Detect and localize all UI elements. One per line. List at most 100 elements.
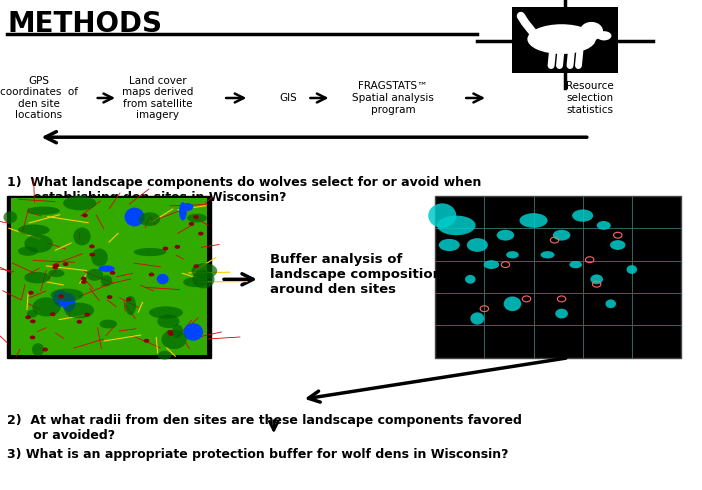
Ellipse shape (161, 330, 187, 349)
Circle shape (25, 315, 31, 319)
Ellipse shape (610, 240, 625, 250)
Ellipse shape (541, 251, 555, 259)
Ellipse shape (527, 24, 596, 54)
Ellipse shape (65, 303, 94, 318)
Ellipse shape (597, 221, 611, 230)
Ellipse shape (597, 31, 611, 40)
Circle shape (110, 271, 115, 275)
Ellipse shape (467, 238, 488, 252)
Ellipse shape (627, 265, 637, 274)
Bar (435, 196, 681, 358)
Ellipse shape (439, 239, 460, 251)
Ellipse shape (183, 203, 193, 211)
Circle shape (89, 253, 95, 257)
Ellipse shape (183, 277, 208, 287)
Text: 2)  At what radii from den sites are these landscape components favored
      or: 2) At what radii from den sites are thes… (7, 414, 522, 442)
Circle shape (30, 319, 36, 323)
Text: 3) What is an appropriate protection buffer for wolf dens in Wisconsin?: 3) What is an appropriate protection buf… (7, 448, 508, 462)
Circle shape (50, 312, 55, 316)
Ellipse shape (48, 270, 65, 277)
Ellipse shape (124, 208, 145, 226)
Ellipse shape (519, 213, 548, 228)
Ellipse shape (18, 224, 50, 236)
Ellipse shape (98, 266, 114, 272)
Ellipse shape (100, 319, 117, 328)
Ellipse shape (63, 196, 96, 210)
Ellipse shape (569, 261, 582, 269)
Circle shape (198, 232, 204, 236)
Ellipse shape (157, 315, 180, 328)
Ellipse shape (192, 270, 215, 289)
Ellipse shape (187, 214, 207, 222)
Ellipse shape (192, 263, 217, 279)
Bar (11, 198, 207, 355)
Ellipse shape (572, 210, 593, 221)
Ellipse shape (27, 206, 60, 215)
Ellipse shape (465, 275, 476, 284)
Circle shape (62, 262, 68, 266)
Circle shape (58, 294, 64, 298)
Text: Buffer analysis of
landscape composition
around den sites: Buffer analysis of landscape composition… (270, 253, 442, 296)
Ellipse shape (100, 275, 112, 286)
Ellipse shape (25, 272, 51, 283)
Text: GPS
coordinates  of
den site
locations: GPS coordinates of den site locations (0, 75, 78, 121)
Circle shape (163, 246, 168, 250)
Ellipse shape (157, 274, 168, 284)
Ellipse shape (504, 296, 521, 311)
Ellipse shape (555, 309, 568, 318)
Text: 1)  What landscape components do wolves select for or avoid when
      establish: 1) What landscape components do wolves s… (7, 176, 482, 204)
Ellipse shape (138, 212, 160, 226)
Circle shape (167, 330, 173, 334)
Circle shape (81, 277, 86, 281)
Ellipse shape (73, 227, 91, 245)
Ellipse shape (437, 216, 476, 235)
Text: Land cover
maps derived
from satellite
imagery: Land cover maps derived from satellite i… (122, 75, 194, 121)
Ellipse shape (25, 235, 53, 253)
Circle shape (107, 295, 112, 299)
Circle shape (28, 291, 34, 294)
Circle shape (84, 313, 90, 317)
Ellipse shape (91, 248, 108, 267)
Ellipse shape (470, 313, 484, 325)
Bar (512, 7, 618, 74)
Ellipse shape (4, 211, 17, 223)
Text: METHODS: METHODS (7, 10, 162, 38)
Circle shape (149, 272, 154, 276)
Ellipse shape (51, 289, 84, 301)
Ellipse shape (484, 260, 499, 269)
Ellipse shape (580, 22, 603, 41)
Ellipse shape (86, 269, 103, 281)
Ellipse shape (53, 290, 68, 307)
Ellipse shape (158, 351, 171, 360)
Ellipse shape (18, 246, 38, 256)
Ellipse shape (134, 248, 166, 256)
Ellipse shape (428, 203, 456, 228)
Circle shape (42, 347, 48, 351)
Ellipse shape (125, 296, 136, 315)
Ellipse shape (605, 299, 616, 308)
Ellipse shape (183, 323, 203, 341)
Ellipse shape (553, 230, 570, 241)
Circle shape (77, 320, 82, 324)
Circle shape (82, 213, 88, 217)
Circle shape (126, 297, 131, 301)
Ellipse shape (172, 324, 183, 338)
Circle shape (53, 264, 59, 268)
Circle shape (89, 245, 95, 248)
Circle shape (53, 265, 58, 269)
Bar (7, 196, 211, 358)
Ellipse shape (590, 274, 603, 284)
Circle shape (193, 215, 199, 219)
Circle shape (189, 222, 194, 226)
Circle shape (175, 245, 180, 249)
Ellipse shape (179, 202, 187, 220)
Text: FRAGSTATS™
Spatial analysis
program: FRAGSTATS™ Spatial analysis program (352, 81, 434, 115)
Circle shape (193, 264, 199, 268)
Text: Resource
selection
statistics: Resource selection statistics (566, 81, 614, 115)
Text: GIS: GIS (279, 93, 297, 103)
Circle shape (29, 336, 35, 340)
Circle shape (168, 332, 173, 336)
Ellipse shape (62, 293, 75, 312)
Ellipse shape (32, 297, 61, 317)
Ellipse shape (497, 230, 514, 241)
